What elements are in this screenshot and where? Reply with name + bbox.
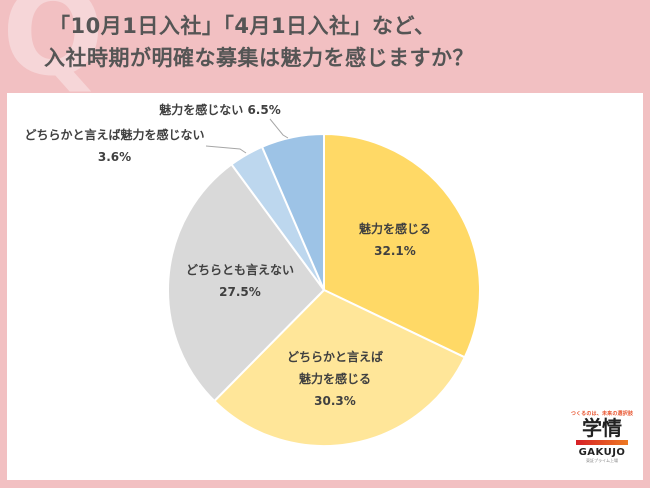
label-value: 27.5%: [219, 285, 261, 299]
label-value: 32.1%: [374, 244, 416, 258]
title-line-2: 入社時期が明確な募集は魅力を感じますか？: [44, 46, 474, 70]
label-value: 3.6%: [97, 150, 132, 164]
label-slice-2: どちらとも言えない 27.5%: [175, 259, 305, 303]
pie-slice-4: [260, 132, 325, 291]
label-text: 魅力を感じる: [298, 372, 371, 386]
pie-slice-0: [323, 132, 481, 359]
label-slice-3: どちらかと言えば魅力を感じない 3.6%: [22, 124, 207, 168]
logo-tagline: つくるのは、未来の選択肢: [570, 411, 634, 417]
label-text: 魅力を感じる: [358, 222, 431, 236]
gakujo-logo: つくるのは、未来の選択肢 学情 GAKUJO 東証プライム上場: [567, 410, 637, 470]
label-slice-0: 魅力を感じる 32.1%: [350, 218, 440, 262]
label-text: どちらかと言えば: [286, 350, 383, 364]
leader-line-slice-3: [205, 145, 247, 154]
label-value: 30.3%: [314, 394, 356, 408]
label-text: どちらとも言えない: [185, 263, 294, 277]
pie-slice-2: [167, 162, 326, 403]
logo-bar: [576, 440, 628, 445]
logo-name: GAKUJO: [578, 447, 626, 458]
q-mark-decoration: Q: [2, 0, 105, 103]
pie-slice-1: [212, 288, 467, 447]
title-line-1: 「10月1日入社」「4月1日入社」など、: [49, 14, 436, 38]
label-text: 魅力を感じない 6.5%: [159, 103, 281, 117]
logo-sub: 東証プライム上場: [586, 458, 618, 463]
label-slice-1: どちらかと言えば 魅力を感じる 30.3%: [280, 346, 390, 412]
page-title: 「10月1日入社」「4月1日入社」など、 入社時期が明確な募集は魅力を感じますか…: [44, 10, 474, 74]
label-slice-4: 魅力を感じない 6.5%: [150, 99, 290, 121]
leader-line-slice-4: [269, 118, 289, 139]
label-text: どちらかと言えば魅力を感じない: [24, 128, 205, 142]
logo-kanji: 学情: [582, 416, 622, 440]
